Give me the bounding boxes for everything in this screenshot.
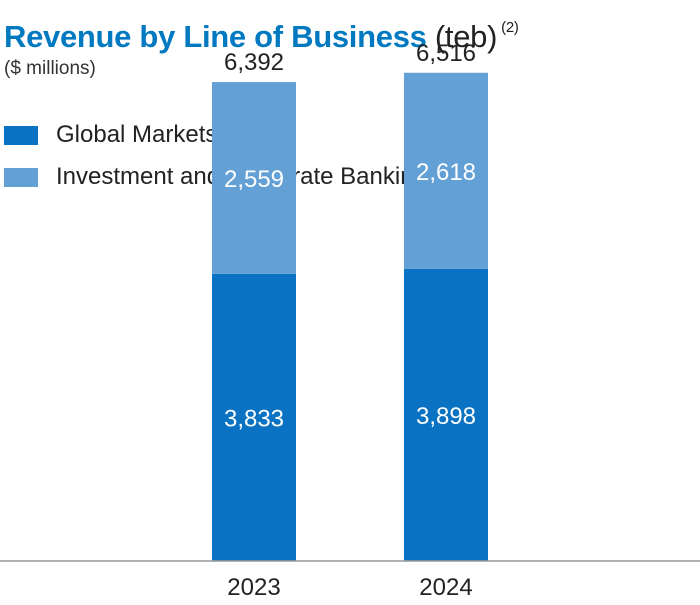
bar-global-markets-2024 <box>404 268 488 561</box>
chart-title-suffix: (teb) <box>434 19 498 54</box>
legend-item-global-markets: Global Markets <box>4 114 427 156</box>
total-label-2023: 6,392 <box>224 49 284 76</box>
chart-title-footnote: (2) <box>501 19 519 36</box>
bar-global-markets-2023 <box>212 273 296 561</box>
data-label-investment-corporate-banking-2024: 2,618 <box>416 159 476 186</box>
legend-swatch-investment-corporate-banking <box>4 167 38 187</box>
data-label-investment-corporate-banking-2023: 2,559 <box>224 166 284 193</box>
bar-investment-corporate-banking-2023 <box>212 82 296 274</box>
total-label-2024: 6,516 <box>416 40 476 67</box>
bar-investment-corporate-banking-2024 <box>404 72 488 269</box>
x-tick-label-2024: 2024 <box>419 574 472 601</box>
chart-title-main: Revenue by Line of Business <box>4 19 427 54</box>
chart-subtitle: ($ millions) <box>4 58 96 79</box>
chart-title: Revenue by Line of Business (teb) (2) <box>4 8 519 57</box>
legend-label-global-markets: Global Markets <box>56 121 218 148</box>
data-label-global-markets-2023: 3,833 <box>224 405 284 432</box>
legend-swatch-global-markets <box>4 125 38 145</box>
x-tick-label-2023: 2023 <box>227 574 280 601</box>
data-label-global-markets-2024: 3,898 <box>416 403 476 430</box>
